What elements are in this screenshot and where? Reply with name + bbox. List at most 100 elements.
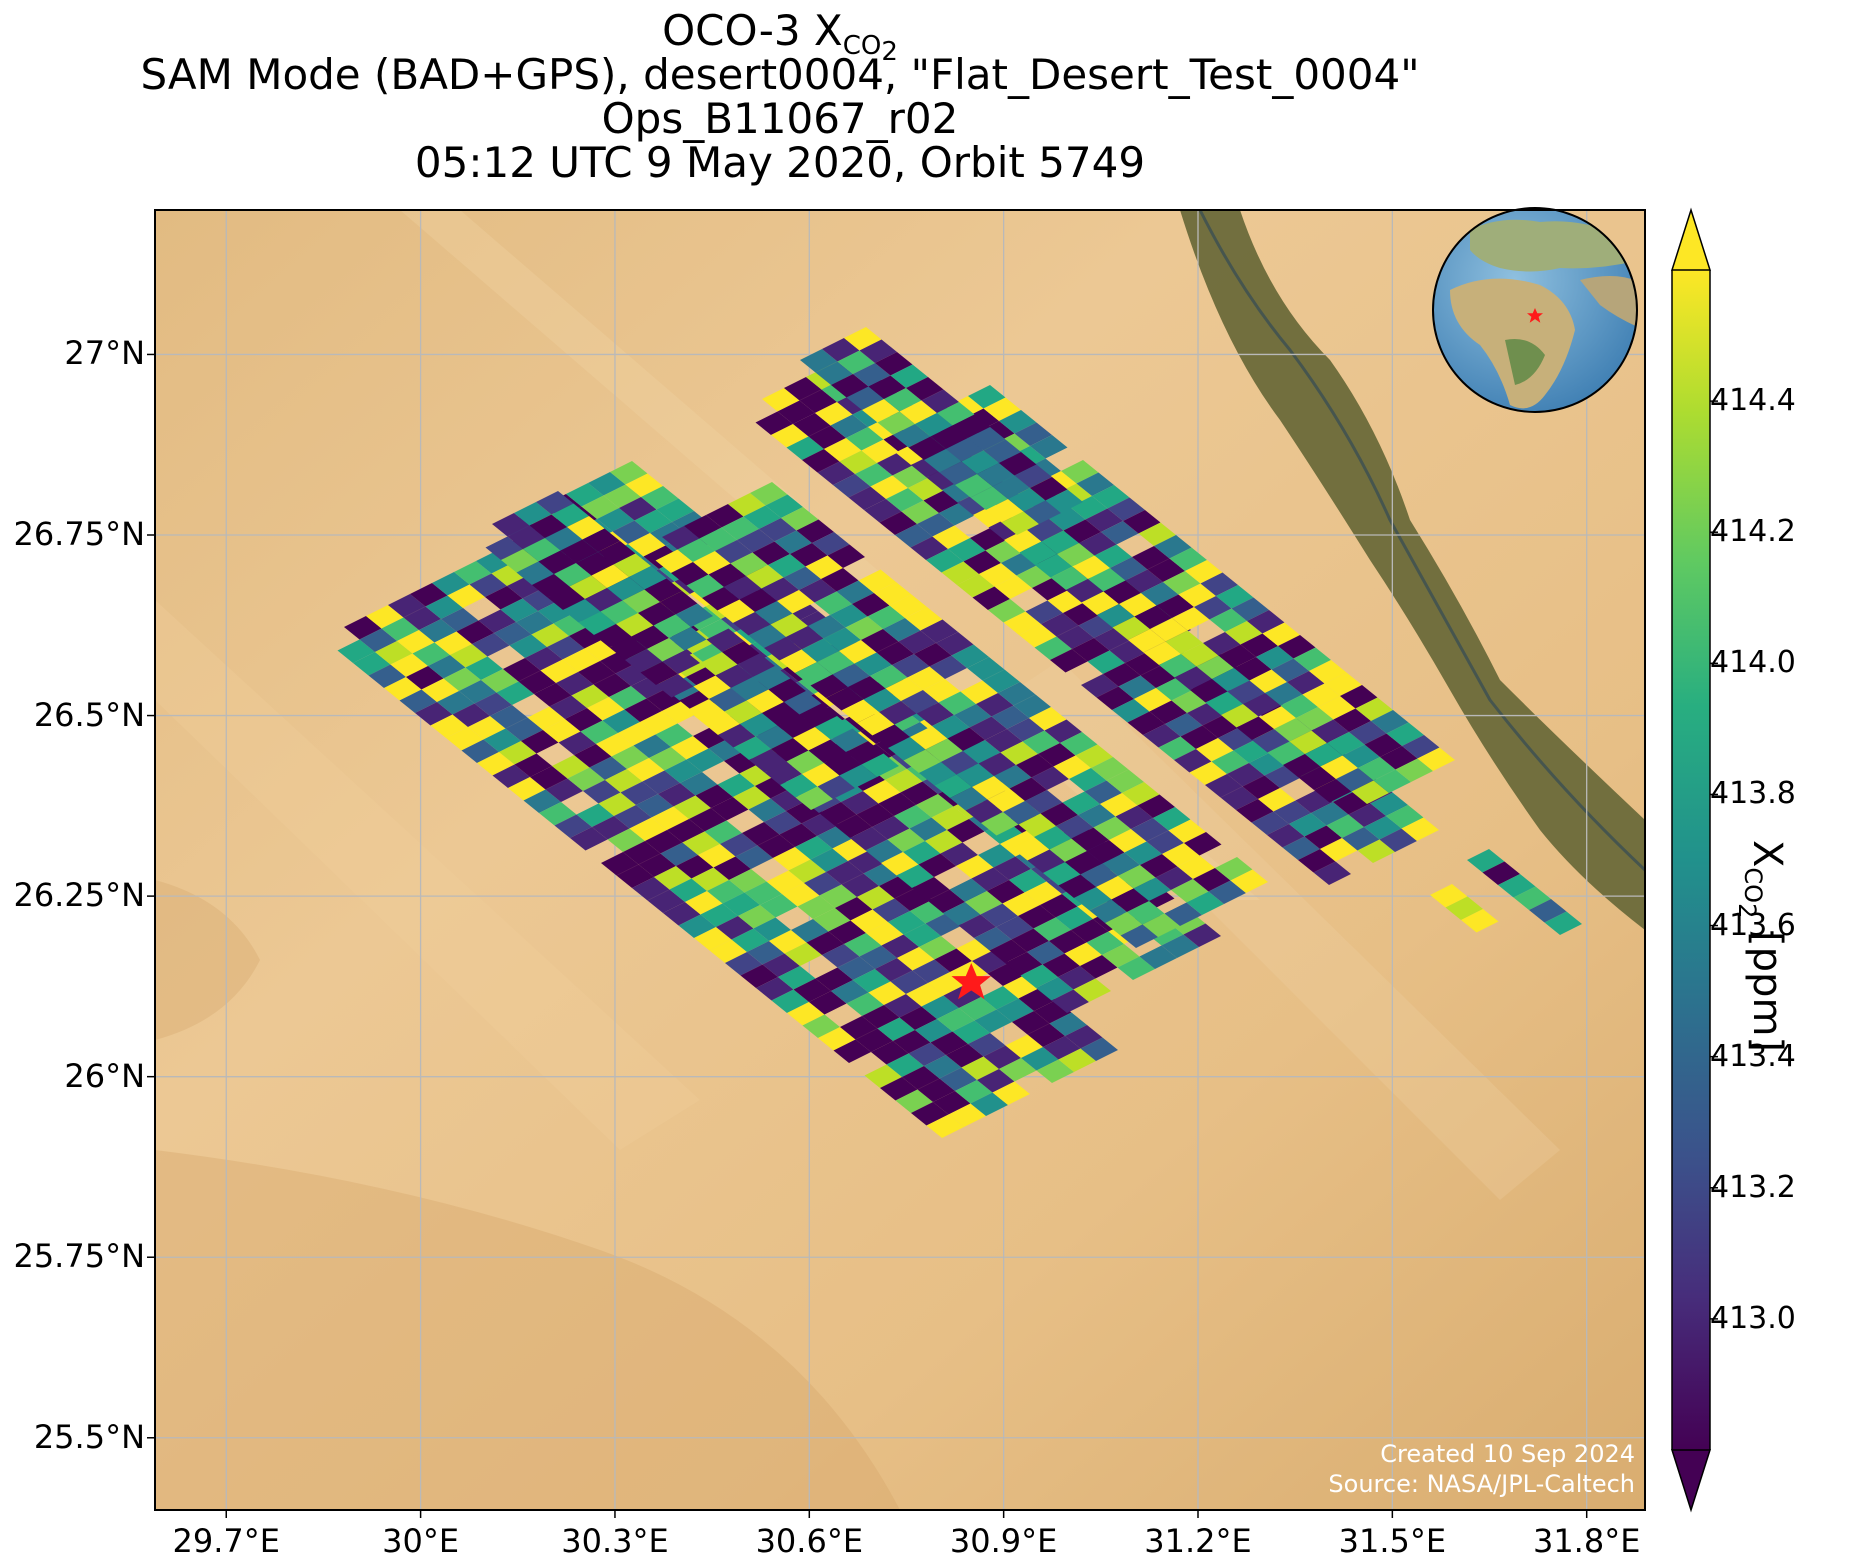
xco2-cell [1073,978,1111,1002]
xco2-cell [1280,694,1318,718]
xco2-cell [769,930,807,954]
xco2-cell [822,944,860,968]
xco2-cell [531,623,569,647]
xco2-cell [1370,792,1408,816]
xco2-cell [655,549,693,573]
xco2-cell [678,914,716,938]
xco2-cell [375,641,413,665]
xco2-cell [1041,613,1079,637]
xco2-cell [771,989,809,1013]
xco2-cell [454,561,492,585]
xco2-cell [802,1014,840,1038]
xco2-cell [1112,616,1150,640]
xco2-cell [805,555,843,579]
xco2-cell [1287,671,1325,695]
xco2-cell [817,775,855,799]
xco2-cell [911,1102,949,1126]
xco2-cell [1072,638,1110,662]
xco2-cell [1115,805,1153,829]
xco2-cell [1080,1037,1118,1061]
xco2-cell [1041,530,1079,554]
xco2-cell [941,751,979,775]
xco2-cell [547,586,585,610]
xco2-cell [647,638,685,662]
xco2-cell [834,814,872,838]
xco2-cell [1034,636,1072,660]
xco2-cell [390,653,428,677]
xco2-cell [554,814,592,838]
colorbar-tick-label: 414.2 [1710,514,1796,550]
xco2-cell [1324,672,1362,696]
xco2-cell [933,1091,971,1115]
xco2-cell [1094,544,1132,568]
xco2-cell [858,569,896,593]
lat-tick-label: 26°N [64,1056,145,1095]
xco2-cell [855,1028,893,1052]
xco2-cell [918,853,956,877]
xco2-cell [778,966,816,990]
xco2-cell [1081,591,1119,615]
xco2-cell [717,773,755,797]
xco2-cell [1141,582,1179,606]
xco2-cell [768,678,806,702]
xco2-cell [1029,707,1067,731]
xco2-cell [795,786,833,810]
xco2-cell [977,463,1015,487]
xco2-cell [746,689,784,713]
xco2-cell [965,891,1003,915]
xco2-cell [1165,630,1203,654]
xco2-cell [1084,780,1122,804]
xco2-cell [893,1030,931,1054]
xco2-cell [972,776,1010,800]
xco2-cell [632,877,670,901]
xco2-cell [826,861,864,885]
xco2-cell [1043,1036,1081,1060]
lat-tick-label: 27°N [64,334,145,373]
xco2-cell [1320,755,1358,779]
xco2-cell [762,953,800,977]
xco2-cell [895,524,933,548]
xco2-cell [1181,643,1219,667]
xco2-cell [910,536,948,560]
xco2-cell [1227,763,1265,787]
xco2-cell [924,449,962,473]
xco2-cell [619,497,657,521]
xco2-cell [1271,658,1309,682]
xco2-cell [1031,766,1069,790]
xco2-cell [406,666,444,690]
xco2-cell [1089,899,1127,923]
xco2-cell [764,811,802,835]
xco2-cell [899,400,937,424]
xco2-cell [492,513,530,537]
xco2-cell [784,377,822,401]
xco2-cell [1445,896,1483,920]
xco2-cell [1074,887,1112,911]
xco2-cell [786,750,824,774]
xco2-cell [840,1016,878,1040]
xco2-cell [881,934,919,958]
xco2-cell [562,648,600,672]
xco2-cell [799,703,837,727]
xco2-cell [813,908,851,932]
xco2-cell [1124,841,1162,865]
xco2-cell [999,410,1037,434]
xco2-cell [384,677,422,701]
xco2-cell [733,786,771,810]
xco2-cell [900,781,938,805]
xco2-cell [943,902,981,926]
xco2-cell [728,493,766,517]
xco2-cell [828,920,866,944]
xco2-cell [764,637,802,661]
xco2-cell [1053,755,1091,779]
xco2-cell [1267,741,1305,765]
xco2-cell [888,737,926,761]
xco2-cell [939,461,977,485]
xco2-cell [425,595,463,619]
xco2-cell [437,691,475,715]
xco2-cell [1069,768,1107,792]
xco2-cell [1349,721,1387,745]
xco2-cell [419,619,457,643]
xco2-cell [910,726,948,750]
xco2-cell [784,942,822,966]
xco2-cell [1117,956,1155,980]
